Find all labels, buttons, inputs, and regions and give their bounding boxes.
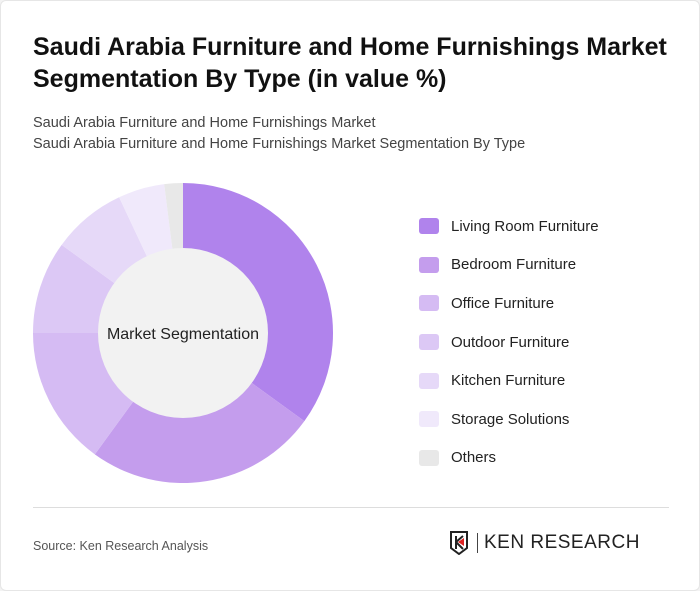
- legend-swatch: [419, 449, 439, 466]
- legend-swatch: [419, 218, 439, 235]
- legend-label: Bedroom Furniture: [451, 256, 577, 274]
- legend-item: Living Room Furniture: [419, 207, 599, 246]
- ken-research-logo: KEN RESEARCH: [449, 531, 640, 555]
- center-label: Market Segmentation: [107, 326, 259, 343]
- legend-swatch: [419, 256, 439, 273]
- legend-label: Office Furniture: [451, 294, 555, 312]
- legend-item: Others: [419, 439, 599, 478]
- source-note: Source: Ken Research Analysis: [33, 539, 209, 553]
- legend-item: Kitchen Furniture: [419, 361, 599, 400]
- logo-text: KEN RESEARCH: [477, 533, 640, 553]
- logo-icon: [450, 531, 468, 555]
- subtitle-1: Saudi Arabia Furniture and Home Furnishi…: [33, 115, 376, 131]
- legend-swatch: [419, 411, 439, 428]
- legend-item: Bedroom Furniture: [419, 246, 599, 285]
- donut-chart: Market Segmentation: [33, 183, 333, 483]
- legend-item: Storage Solutions: [419, 400, 599, 439]
- legend-label: Kitchen Furniture: [451, 372, 566, 390]
- legend-label: Outdoor Furniture: [451, 333, 570, 351]
- subtitle-2: Saudi Arabia Furniture and Home Furnishi…: [33, 136, 526, 152]
- legend-label: Storage Solutions: [451, 410, 570, 428]
- chart-title: Saudi Arabia Furniture and Home Furnishi…: [33, 33, 667, 93]
- legend-item: Outdoor Furniture: [419, 323, 599, 362]
- donut-center: [98, 248, 268, 418]
- legend-swatch: [419, 334, 439, 351]
- divider: [33, 507, 669, 508]
- legend-item: Office Furniture: [419, 284, 599, 323]
- legend-label: Living Room Furniture: [451, 217, 599, 235]
- legend-label: Others: [451, 449, 497, 467]
- legend-swatch: [419, 295, 439, 312]
- legend: Living Room Furniture Bedroom Furniture Of…: [419, 207, 599, 477]
- legend-swatch: [419, 372, 439, 389]
